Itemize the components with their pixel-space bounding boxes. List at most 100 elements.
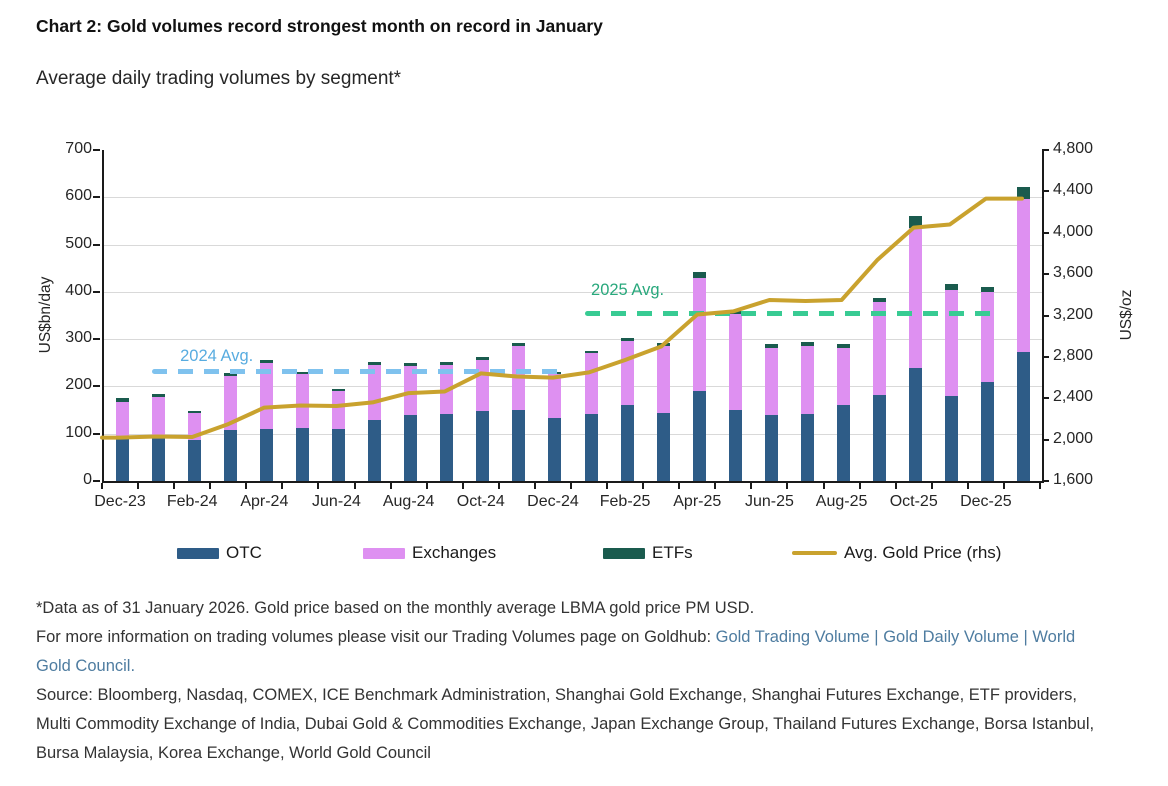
bar-segment-exchanges: [368, 364, 382, 421]
x-axis-tick: [317, 483, 320, 489]
legend-line-swatch: [792, 550, 837, 556]
x-axis-tick: [678, 483, 681, 489]
bar-segment-etfs: [1017, 186, 1031, 199]
right-axis-tick-label: 2,400: [1053, 388, 1094, 406]
bar-segment-otc: [332, 428, 345, 481]
bar-segment-exchanges: [404, 366, 418, 416]
bar-segment-etfs: [837, 344, 851, 348]
bar-segment-etfs: [873, 297, 887, 303]
x-axis-label: Dec-24: [527, 493, 579, 510]
legend-item-avg: Avg. Gold Price (rhs): [792, 540, 1001, 566]
bar-segment-exchanges: [584, 353, 598, 414]
legend-item-exchanges: Exchanges: [363, 540, 496, 566]
x-axis-tick: [894, 483, 897, 489]
bar-segment-etfs: [440, 362, 454, 365]
x-axis-tick: [786, 483, 789, 489]
x-axis-label: Feb-25: [599, 493, 651, 510]
bar-segment-etfs: [692, 272, 706, 279]
x-axis-label: Dec-25: [960, 493, 1012, 510]
right-axis-tick: [1042, 273, 1049, 276]
bar-segment-etfs: [801, 342, 814, 346]
x-axis-tick: [966, 483, 969, 489]
left-axis-tick-label: 700: [65, 140, 92, 157]
bar-segment-etfs: [187, 411, 201, 414]
bar-segment-otc: [728, 410, 742, 481]
bar-segment-etfs: [981, 287, 995, 292]
bar-segment-otc: [620, 405, 634, 481]
legend-color-swatch: [177, 547, 219, 559]
x-axis-tick: [281, 483, 284, 489]
x-axis-tick: [822, 483, 825, 489]
legend-color-swatch: [363, 547, 405, 559]
left-axis-tick-label: 300: [65, 329, 92, 347]
x-axis-tick: [137, 483, 140, 489]
x-axis-tick: [389, 483, 392, 489]
x-axis-tick: [570, 483, 572, 489]
bar-segment-etfs: [945, 284, 959, 290]
gridline: [104, 386, 1042, 388]
chart-area: 2024 Avg. 2025 Avg. US$bn/day US$/oz 0 100…: [0, 140, 1168, 540]
x-axis-tick: [642, 483, 645, 489]
gold-price-line: [100, 196, 1024, 440]
bar-segment-etfs: [368, 362, 382, 365]
bar-segment-etfs: [620, 338, 634, 342]
left-axis-title: US$bn/day: [37, 276, 54, 354]
x-axis-tick: [750, 483, 753, 489]
left-axis-tick: [93, 290, 100, 293]
left-axis-tick-label: 0: [83, 471, 92, 488]
gridline: [104, 339, 1042, 341]
bar-segment-exchanges: [295, 374, 309, 429]
link-gold-trading-volume[interactable]: Gold Trading Volume: [715, 628, 870, 646]
bar-segment-otc: [295, 428, 309, 481]
footnotes: *Data as of 31 January 2026. Gold price …: [36, 594, 1114, 768]
bar-segment-exchanges: [837, 347, 851, 406]
left-axis-tick: [93, 385, 100, 388]
right-axis-tick-label: 3,600: [1053, 264, 1094, 282]
x-axis-tick: [461, 483, 464, 489]
x-axis-tick: [353, 483, 356, 489]
left-axis-tick-label: 100: [65, 423, 92, 441]
bar-segment-etfs: [115, 397, 129, 402]
bar-segment-otc: [115, 438, 129, 481]
left-axis-tick: [93, 243, 100, 246]
goldhub-links: Gold Trading Volume | Gold Daily Volume …: [36, 628, 1075, 675]
x-axis-tick: [858, 483, 861, 489]
x-axis-tick: [173, 483, 176, 489]
chart-subtitle: Average daily trading volumes by segment…: [36, 68, 402, 89]
bar-segment-otc: [945, 395, 959, 481]
average-line-2025-avg-: [585, 311, 994, 317]
right-axis-tick-label: 4,400: [1053, 181, 1094, 199]
bar-segment-etfs: [223, 373, 237, 376]
link-gold-daily-volume[interactable]: Gold Daily Volume: [883, 628, 1019, 646]
bar-segment-otc: [404, 415, 418, 481]
bar-segment-etfs: [764, 344, 778, 348]
right-axis-tick: [1042, 149, 1049, 151]
bar-segment-otc: [368, 420, 382, 481]
right-axis-title: US$/oz: [1118, 289, 1135, 341]
bar-segment-etfs: [151, 393, 165, 397]
bar-segment-exchanges: [764, 347, 778, 415]
x-axis-tick: [714, 483, 717, 489]
x-axis-tick: [1039, 483, 1041, 489]
right-axis-tick: [1042, 190, 1049, 193]
link-world-gold-council-[interactable]: World Gold Council.: [36, 628, 1076, 675]
x-axis-label: Aug-25: [815, 493, 868, 510]
left-axis-tick: [93, 338, 100, 341]
gridline: [104, 433, 1042, 435]
x-axis-tick: [497, 483, 500, 489]
right-axis-tick: [1042, 231, 1049, 234]
x-axis-label: Dec-23: [94, 493, 146, 510]
x-axis-label: Oct-25: [889, 493, 938, 510]
bar-segment-otc: [512, 409, 526, 481]
x-axis-tick: [606, 483, 609, 489]
bar-segment-otc: [476, 410, 490, 481]
legend-label: OTC: [226, 543, 262, 562]
average-label: 2025 Avg.: [591, 281, 665, 300]
x-axis-label: Apr-25: [673, 493, 722, 510]
bar-segment-otc: [584, 413, 598, 481]
bar-segment-otc: [692, 390, 706, 481]
left-axis-tick-label: 400: [65, 281, 92, 299]
chart-legend: OTC Exchanges ETFs Avg. Gold Price (rhs): [0, 540, 1168, 568]
chart-title: Chart 2: Gold volumes record strongest m…: [36, 16, 603, 36]
legend-label: Avg. Gold Price (rhs): [844, 543, 1002, 562]
